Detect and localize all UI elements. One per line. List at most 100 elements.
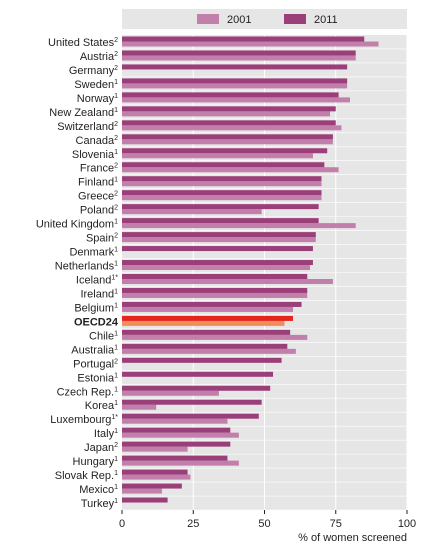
bar-italy-2001 [122,432,239,438]
bar-canada-2011 [122,134,333,140]
x-tick-label-75: 75 [330,518,342,530]
category-label-italy: Italy1 [94,428,118,440]
bar-germany-2011 [122,64,348,70]
category-label-mexico: Mexico1 [79,484,118,496]
bar-korea-2011 [122,399,262,405]
bar-spain-2001 [122,237,316,243]
category-label-canada: Canada2 [76,135,119,147]
bar-slovenia-2011 [122,148,328,154]
bar-greece-2011 [122,190,322,196]
category-label-norway: Norway1 [77,93,118,105]
x-tick-label-25: 25 [187,518,199,530]
bar-slovenia-2001 [122,153,313,159]
category-label-sweden: Sweden1 [74,79,118,91]
category-label-australia: Australia1 [71,344,118,356]
category-label-hungary: Hungary1 [73,456,119,468]
bar-portugal-2011 [122,357,282,363]
bar-united-states-2011 [122,36,365,42]
bar-japan-2001 [122,446,188,452]
x-axis: 0 25 50 75 100 % of women screened [119,510,416,544]
bar-oecd24-2011 [122,315,293,321]
bar-greece-2001 [122,195,322,201]
bar-netherlands-2001 [122,265,311,271]
legend-box [122,9,407,29]
bar-poland-2001 [122,209,262,215]
bar-mexico-2001 [122,488,162,494]
bar-switzerland-2011 [122,120,336,126]
x-axis-title: % of women screened [298,532,407,544]
bar-australia-2011 [122,343,288,349]
bar-chile-2001 [122,334,308,340]
bar-united-kingdom-2001 [122,223,356,229]
category-label-poland: Poland2 [80,205,118,217]
category-label-japan: Japan2 [84,442,118,454]
bar-slovak-rep--2001 [122,474,191,480]
category-label-slovak-rep-: Slovak Rep.1 [55,470,118,482]
bar-sweden-2011 [122,78,348,84]
category-label-united-kingdom: United Kingdom1 [36,219,118,231]
bar-new-zealand-2001 [122,111,331,117]
category-label-switzerland: Switzerland2 [57,121,118,133]
category-label-netherlands: Netherlands1 [55,261,118,273]
bar-hungary-2011 [122,455,228,461]
x-tick-label-0: 0 [119,518,125,530]
category-label-luxembourg: Luxembourg1* [50,414,118,426]
bar-norway-2011 [122,92,339,98]
category-label-chile: Chile1 [89,330,118,342]
category-label-france: France2 [80,163,118,175]
legend: 2001 2011 [122,9,407,29]
bar-denmark-2011 [122,246,313,252]
category-label-czech-rep-: Czech Rep.1 [57,386,118,398]
legend-label-2001: 2001 [227,14,251,26]
category-label-ireland: Ireland1 [80,288,118,300]
bar-united-states-2001 [122,41,379,47]
bar-sweden-2001 [122,83,348,89]
bar-chile-2011 [122,329,291,335]
bar-italy-2011 [122,427,231,433]
bar-france-2011 [122,162,325,168]
bar-austria-2001 [122,55,356,61]
bar-australia-2001 [122,348,296,354]
bar-czech-rep--2001 [122,390,219,396]
category-label-slovenia: Slovenia1 [72,149,118,161]
category-label-austria: Austria2 [80,51,118,63]
category-label-belgium: Belgium1 [74,302,118,314]
bar-finland-2011 [122,176,322,182]
bars [122,36,407,511]
category-label-new-zealand: New Zealand1 [49,107,118,119]
bar-czech-rep--2011 [122,385,271,391]
category-label-greece: Greece2 [78,191,118,203]
bar-estonia-2011 [122,371,274,377]
legend-swatch-2001 [197,14,219,24]
bar-iceland-2011 [122,274,308,279]
bar-switzerland-2001 [122,125,342,131]
bar-belgium-2001 [122,306,293,312]
bar-norway-2001 [122,97,350,103]
x-tick-label-50: 50 [258,518,270,530]
category-labels: United States2 Austria2 Germany2 Sweden1 Nor… [36,37,119,510]
bar-netherlands-2011 [122,260,313,266]
category-label-finland: Finland1 [78,177,118,189]
category-label-portugal: Portugal2 [73,358,118,370]
bar-luxembourg-2011 [122,413,259,419]
x-tick-label-100: 100 [398,518,416,530]
category-label-oecd24: OECD24 [74,316,119,328]
category-label-denmark: Denmark1 [69,247,118,259]
bar-france-2001 [122,167,339,173]
category-label-spain: Spain2 [86,233,118,245]
bar-poland-2011 [122,204,319,210]
bar-hungary-2001 [122,460,239,466]
category-label-iceland: Iceland1* [76,274,118,286]
bar-iceland-2001 [122,279,333,284]
legend-swatch-2011 [284,14,306,24]
category-label-turkey: Turkey1 [81,498,118,510]
bar-finland-2001 [122,181,322,187]
bar-ireland-2011 [122,287,308,293]
bar-canada-2001 [122,139,333,145]
bar-ireland-2001 [122,292,308,298]
bar-united-kingdom-2011 [122,218,319,224]
legend-label-2011: 2011 [314,14,338,26]
bar-slovak-rep--2011 [122,469,188,475]
category-label-korea: Korea1 [85,400,118,412]
